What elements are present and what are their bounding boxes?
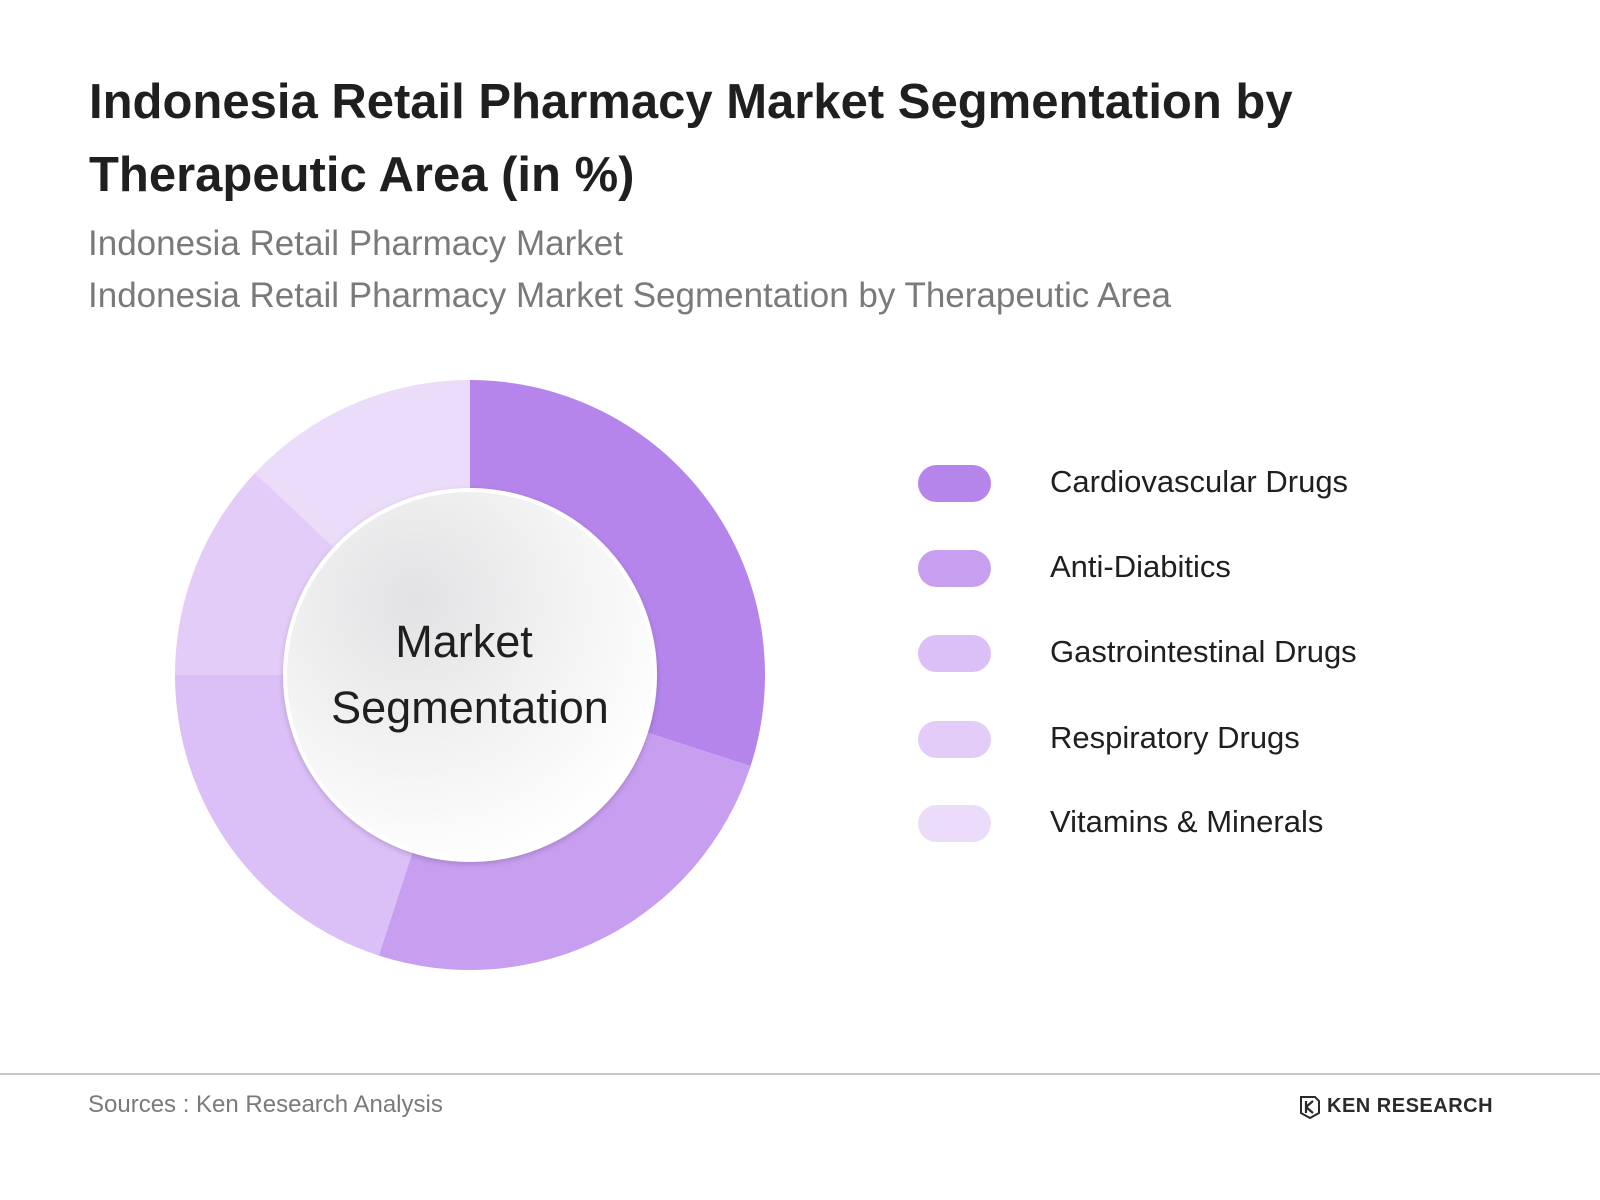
footer-divider xyxy=(0,1073,1600,1075)
legend-item-cardiovascular: Cardiovascular Drugs xyxy=(918,462,1518,502)
legend-item-anti-diabitics: Anti-Diabitics xyxy=(918,547,1518,587)
donut-center-label-line-2: Segmentation xyxy=(331,682,609,733)
donut-center-disc xyxy=(283,488,657,862)
chart-subtitle-market: Indonesia Retail Pharmacy Market xyxy=(88,224,623,263)
legend-label: Respiratory Drugs xyxy=(1050,720,1300,755)
donut-slice-gastrointestinal-drugs xyxy=(175,675,413,956)
donut-slices xyxy=(175,380,765,970)
legend-label: Anti-Diabitics xyxy=(1050,549,1231,584)
legend-swatch xyxy=(918,465,991,502)
source-note: Sources : Ken Research Analysis xyxy=(88,1091,443,1118)
chart-subtitle-segmentation: Indonesia Retail Pharmacy Market Segment… xyxy=(88,276,1172,315)
donut-slice-vitamins-minerals xyxy=(254,380,470,549)
legend-label: Gastrointestinal Drugs xyxy=(1050,634,1357,669)
donut-slice-anti-diabitics xyxy=(378,732,751,970)
legend-swatch xyxy=(918,635,991,672)
legend-item-vitamins-minerals: Vitamins & Minerals xyxy=(918,802,1518,842)
donut-slice-respiratory-drugs xyxy=(175,473,336,675)
legend-swatch xyxy=(918,721,991,758)
chart-title: Indonesia Retail Pharmacy Market Segment… xyxy=(89,75,1293,202)
legend-item-respiratory: Respiratory Drugs xyxy=(918,718,1518,758)
legend-label: Cardiovascular Drugs xyxy=(1050,464,1349,499)
donut-center-label-line-1: Market xyxy=(395,616,533,667)
legend-swatch xyxy=(918,805,991,842)
legend-item-gastrointestinal: Gastrointestinal Drugs xyxy=(918,632,1518,672)
ken-research-logo-icon xyxy=(1299,1095,1321,1120)
brand-name: KEN RESEARCH xyxy=(1327,1095,1494,1117)
legend-label: Vitamins & Minerals xyxy=(1050,804,1324,839)
donut-slice-cardiovascular-drugs xyxy=(470,380,765,767)
legend-swatch xyxy=(918,550,991,587)
